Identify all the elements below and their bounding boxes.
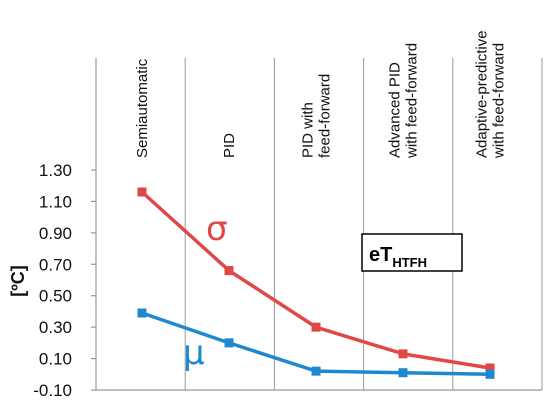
y-tick-label: -0.10 <box>33 381 72 400</box>
category-label: feed-forward <box>317 74 334 158</box>
y-tick-label: 0.50 <box>39 287 72 306</box>
annotation-subscript: HTFH <box>392 255 427 270</box>
category-label: Semiautomatic <box>134 58 151 158</box>
annotation-main: eT <box>369 244 392 266</box>
y-tick-label: 0.70 <box>39 255 72 274</box>
annotation-box: eTHTFH <box>361 233 463 272</box>
category-labels: Semiautomatic PID PID with feed-forward Adva… <box>134 30 508 159</box>
data-point <box>137 187 147 197</box>
data-point <box>224 338 234 348</box>
series-labels: σμ <box>183 209 228 373</box>
category-label: Adaptive-predictive <box>474 30 491 158</box>
category-label: with feed-forward <box>491 43 508 159</box>
series-name-label: μ <box>183 333 205 373</box>
data-point <box>398 368 408 378</box>
data-point <box>311 322 321 332</box>
y-tick-label: 0.90 <box>39 224 72 243</box>
y-axis-title: [ºC] <box>8 265 28 297</box>
y-tick-labels: 1.30 1.10 0.90 0.70 0.50 0.30 0.10 -0.10 <box>33 161 72 400</box>
series-group <box>137 187 495 379</box>
annotation-text: eTHTFH <box>369 244 427 270</box>
category-label: with feed-forward <box>404 43 421 159</box>
y-tick-label: 0.30 <box>39 318 72 337</box>
series-name-label: σ <box>206 209 228 249</box>
category-gridlines <box>184 58 543 390</box>
data-point <box>311 366 321 376</box>
axes <box>91 58 542 391</box>
y-tick-label: 1.10 <box>39 192 72 211</box>
category-label: Advanced PID <box>387 62 404 158</box>
category-label: PID with <box>300 102 317 158</box>
data-point <box>398 349 408 359</box>
annotation-box-border <box>361 233 463 272</box>
y-tick-label: 1.30 <box>39 161 72 180</box>
data-point <box>485 369 495 379</box>
data-point <box>485 363 495 373</box>
data-point <box>224 266 234 276</box>
y-tick-label: 0.10 <box>39 350 72 369</box>
data-point <box>137 308 147 318</box>
category-label: PID <box>221 133 238 158</box>
